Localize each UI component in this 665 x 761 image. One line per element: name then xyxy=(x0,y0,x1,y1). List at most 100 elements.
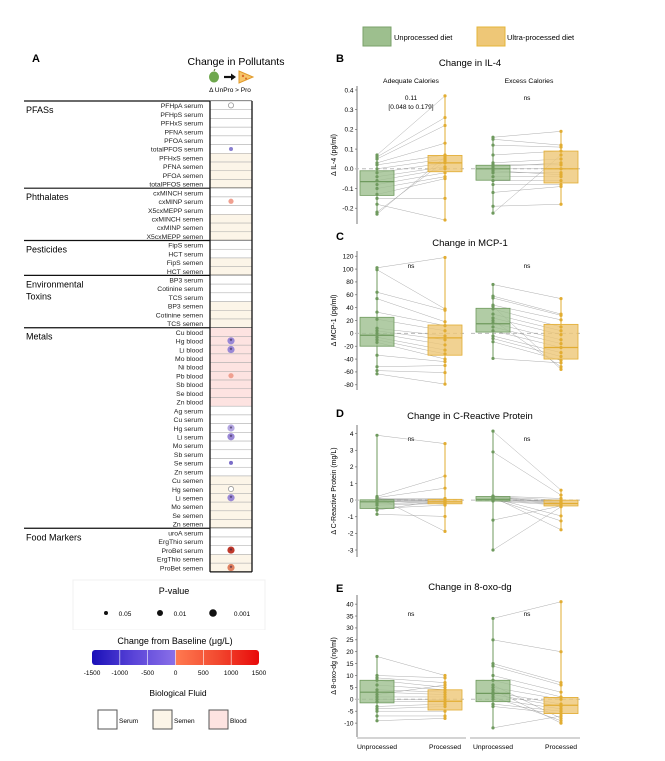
data-point-processed xyxy=(443,709,447,713)
data-point-processed xyxy=(559,345,563,350)
y-tick-label: 10 xyxy=(346,673,354,680)
data-point-processed xyxy=(559,709,563,713)
row-label: PFNA serum xyxy=(164,129,203,136)
data-point-unprocessed xyxy=(375,365,379,369)
data-point-processed xyxy=(443,716,447,720)
diet-legend: Unprocessed diet Ultra-processed diet xyxy=(362,26,575,47)
y-tick-label: -1 xyxy=(348,514,354,521)
y-tick-label: 0.4 xyxy=(344,87,353,94)
table-cell-semen xyxy=(209,266,253,276)
table-cell-serum xyxy=(209,248,253,259)
row-label: Li semen xyxy=(175,496,203,503)
data-point-processed xyxy=(443,320,447,324)
data-point-unprocessed xyxy=(491,163,495,167)
data-point-processed xyxy=(443,382,447,386)
row-label: Mo serum xyxy=(173,443,204,450)
paired-line xyxy=(376,487,446,498)
row-label: Li serum xyxy=(177,434,203,441)
data-point-unprocessed xyxy=(375,683,379,687)
data-point-processed xyxy=(559,681,563,685)
group-label: Phthalates xyxy=(26,192,69,202)
y-tick-label: 0.0 xyxy=(344,166,353,173)
significance-annotation: ns xyxy=(524,263,532,270)
data-point-processed xyxy=(443,115,447,120)
row-label: Cotinine semen xyxy=(156,312,203,319)
paired-line xyxy=(376,142,446,164)
y-axis-label: Δ IL-4 (pg/ml) xyxy=(331,134,338,176)
y-tick-label: 120 xyxy=(343,254,354,261)
row-label: Hg semen xyxy=(172,487,203,494)
row-label: PFNA semen xyxy=(163,164,203,171)
panel-letter-a: A xyxy=(32,53,40,65)
pvalue-marker-0.05 xyxy=(104,611,108,615)
row-label: cxMINP semen xyxy=(157,225,203,232)
table-cell-semen xyxy=(209,153,253,163)
row-label: cxMINCH serum xyxy=(153,190,203,197)
paired-line xyxy=(376,354,446,362)
row-label: Ag serum xyxy=(174,408,203,415)
y-tick-label: -10 xyxy=(344,720,354,727)
data-point-unprocessed xyxy=(491,282,495,287)
fluid-label-serum: Serum xyxy=(119,718,138,725)
data-point-unprocessed xyxy=(491,356,495,361)
data-point-unprocessed xyxy=(375,163,379,167)
row-label: TCS serum xyxy=(169,295,204,302)
data-point-unprocessed xyxy=(491,211,495,215)
table-cell-serum xyxy=(209,109,253,119)
row-label: ErgThio semen xyxy=(157,557,203,564)
paired-line xyxy=(376,311,446,326)
data-point-unprocessed xyxy=(375,709,379,713)
legend-swatch-unprocessed xyxy=(362,26,392,47)
data-point-processed xyxy=(559,297,563,301)
table-cell-semen xyxy=(209,161,253,172)
chart-title: Change in IL-4 xyxy=(439,58,501,69)
fluid-legend-title: Biological Fluid xyxy=(149,688,206,698)
significance-annotation: ns xyxy=(408,611,416,618)
y-tick-label: 40 xyxy=(346,305,354,312)
data-point-processed xyxy=(443,714,447,718)
paired-line xyxy=(376,117,446,158)
y-tick-label: 2 xyxy=(350,464,354,471)
row-label: Se blood xyxy=(176,391,203,398)
data-point-unprocessed xyxy=(491,683,495,687)
data-point-processed xyxy=(559,184,563,189)
data-point-processed xyxy=(443,363,447,368)
data-point-unprocessed xyxy=(491,325,495,329)
chart-panel-c: C Change in MCP-1 -80 -60 -40 -20 0 20 40 60 80 100… xyxy=(331,231,583,390)
paired-line xyxy=(492,665,562,686)
y-tick-label: 100 xyxy=(343,266,354,273)
row-label: BP3 serum xyxy=(169,278,203,285)
data-point-unprocessed xyxy=(491,690,495,694)
table-cell-serum xyxy=(209,187,253,198)
y-tick-label: -0.1 xyxy=(342,186,354,193)
data-point-processed xyxy=(443,141,447,145)
data-point-unprocessed xyxy=(491,494,495,499)
fluid-swatch-serum xyxy=(97,709,118,730)
data-point-unprocessed xyxy=(375,508,379,512)
paired-line xyxy=(492,131,562,138)
data-point-unprocessed xyxy=(375,707,379,711)
pvalue-marker-0.001 xyxy=(209,609,217,617)
data-point-unprocessed xyxy=(375,654,379,659)
y-tick-label: -60 xyxy=(344,369,354,376)
data-point-processed xyxy=(443,695,447,699)
colorbar-title: Change from Baseline (μg/L) xyxy=(117,636,232,646)
table-cell-blood xyxy=(209,379,253,390)
data-point-unprocessed xyxy=(375,182,379,187)
legend-label-processed: Ultra-processed diet xyxy=(507,33,575,42)
data-point-unprocessed xyxy=(491,673,495,678)
data-point-unprocessed xyxy=(375,512,379,516)
change-marker xyxy=(229,460,233,465)
paired-line xyxy=(376,95,446,156)
table-cell-serum xyxy=(209,536,253,546)
data-point-unprocessed xyxy=(375,688,379,692)
data-point-unprocessed xyxy=(375,167,379,171)
data-point-processed xyxy=(559,528,563,532)
y-tick-label: 25 xyxy=(346,637,354,644)
row-label: Cu blood xyxy=(176,330,203,337)
box-plot-panels: B Change in IL-4 Adequate Calories Excess C… xyxy=(331,53,583,751)
data-point-processed xyxy=(443,360,447,364)
table-cell-semen xyxy=(209,179,253,189)
paired-line xyxy=(492,505,562,521)
table-cell-semen xyxy=(209,475,253,485)
